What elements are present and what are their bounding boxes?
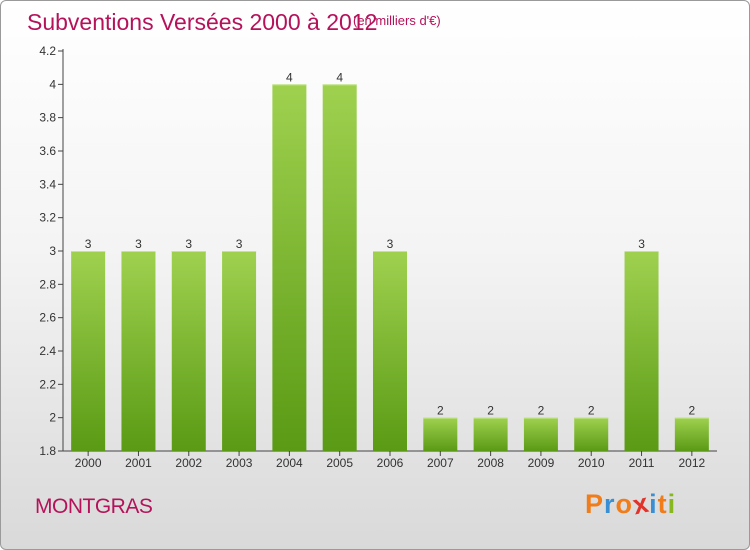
bar-value-label: 3 [85,237,92,251]
y-tick-label: 3 [49,244,56,258]
chart-title: Subventions Versées 2000 à 2012 [27,9,378,35]
logo-letter: P [585,489,605,519]
x-tick-label: 2010 [578,456,605,470]
y-tick-label: 3.2 [39,211,56,225]
commune-name: MONTGRAS [35,495,153,518]
x-tick-label: 2007 [427,456,454,470]
y-tick-label: 2.4 [39,344,56,358]
bar-2006 [373,251,407,451]
bar-value-label: 2 [588,404,595,418]
logo-letter: i [649,489,658,519]
chart-axes: 1.8 2 2.2 2.4 2.6 2.8 3 3.2 3.4 3.6 3.8 4 4.2 2000 200… [39,44,717,470]
x-tick-label: 2008 [477,456,504,470]
y-tick-label: 3.6 [39,144,56,158]
bar-value-label: 2 [437,404,444,418]
bar-2000 [71,251,106,451]
y-tick-label: 4 [49,77,56,91]
y-tick-label: 1.8 [39,444,56,458]
bar-value-label: 4 [336,70,343,84]
y-tick-label: 4.2 [39,44,56,58]
y-tick-label: 2.2 [39,377,56,391]
chart-subtitle: (en milliers d'€) [353,13,441,28]
x-tick-label: 2006 [377,456,404,470]
bar-2012 [674,417,709,451]
bar-value-label: 3 [185,237,192,251]
bar-value-label: 2 [538,404,545,418]
y-tick-label: 3.4 [39,177,56,191]
y-tick-label: 2.8 [39,277,56,291]
bar-value-label: 2 [689,404,696,418]
x-tick-label: 2001 [125,456,152,470]
logo-letter: i [667,489,677,519]
x-tick-label: 2003 [226,456,253,470]
bar-value-label: 3 [387,237,394,251]
bar-2009 [523,417,558,451]
x-tick-label: 2002 [175,456,202,470]
bar-2001 [121,251,156,451]
bar-2005 [322,84,357,451]
logo-letter: r [604,489,616,519]
logo-letter: o [615,489,634,519]
bar-series: 3 3 3 3 4 4 3 2 2 2 2 3 2 [71,70,709,451]
x-tick-label: 2012 [678,456,705,470]
bar-value-label: 2 [487,404,494,418]
bar-value-label: 3 [135,237,142,251]
x-tick-label: 2005 [326,456,353,470]
x-tick-label: 2004 [276,456,303,470]
bar-2003 [222,251,257,451]
x-tick-label: 2011 [629,456,655,470]
bar-value-label: 3 [638,237,645,251]
bar-2011 [624,251,659,451]
bar-2010 [574,417,609,451]
bar-2002 [171,251,206,451]
logo-letter: t [657,489,668,519]
y-tick-label: 3.8 [39,111,56,125]
x-tick-label: 2000 [75,456,102,470]
y-tick-label: 2 [49,411,56,425]
y-tick-label: 2.6 [39,311,56,325]
x-tick-label: 2009 [528,456,555,470]
bar-2004 [272,84,307,451]
proxiti-logo: Proxiti [585,488,677,521]
bar-2007 [423,417,458,451]
bar-2008 [473,417,508,451]
bar-value-label: 3 [236,237,243,251]
bar-value-label: 4 [286,70,293,84]
